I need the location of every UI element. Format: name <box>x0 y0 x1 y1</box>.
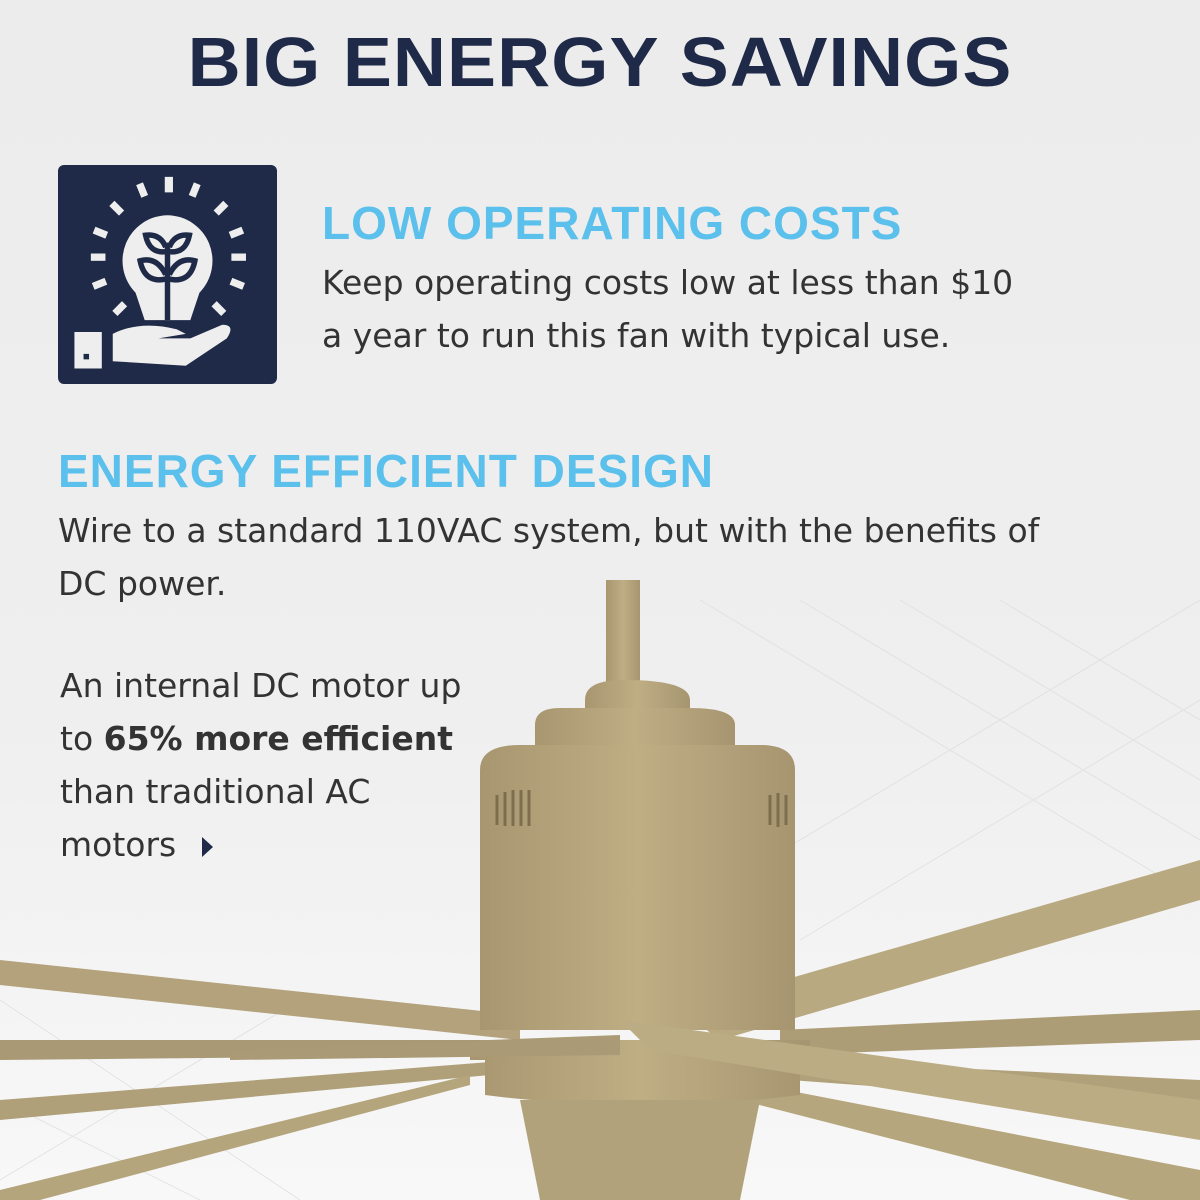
callout-prefix: to <box>60 719 104 758</box>
page-title: BIG ENERGY SAVINGS <box>187 23 1013 101</box>
section2-body: Wire to a standard 110VAC system, but wi… <box>58 504 1039 610</box>
callout-text: An internal DC motor up to 65% more effi… <box>60 659 461 871</box>
lightbulb-plant-hand-icon <box>58 165 277 384</box>
section2-line: Wire to a standard 110VAC system, but wi… <box>58 511 1040 550</box>
section2-line: DC power. <box>58 564 227 603</box>
callout-last-word: motors <box>60 825 177 864</box>
section1-line: Keep operating costs low at less than $1… <box>322 263 1014 302</box>
callout-line: to 65% more efficient <box>60 712 461 765</box>
caret-right-icon <box>202 836 214 857</box>
section1-body: Keep operating costs low at less than $1… <box>322 256 1013 362</box>
callout-link[interactable]: motors <box>60 818 461 871</box>
efficiency-highlight: 65% more efficient <box>103 719 454 758</box>
callout-line: An internal DC motor up <box>60 666 462 705</box>
callout-line: than traditional AC <box>60 772 371 811</box>
section2-heading: ENERGY EFFICIENT DESIGN <box>58 445 715 497</box>
section1-line: a year to run this fan with typical use. <box>322 316 951 355</box>
section1-heading: LOW OPERATING COSTS <box>322 197 903 249</box>
